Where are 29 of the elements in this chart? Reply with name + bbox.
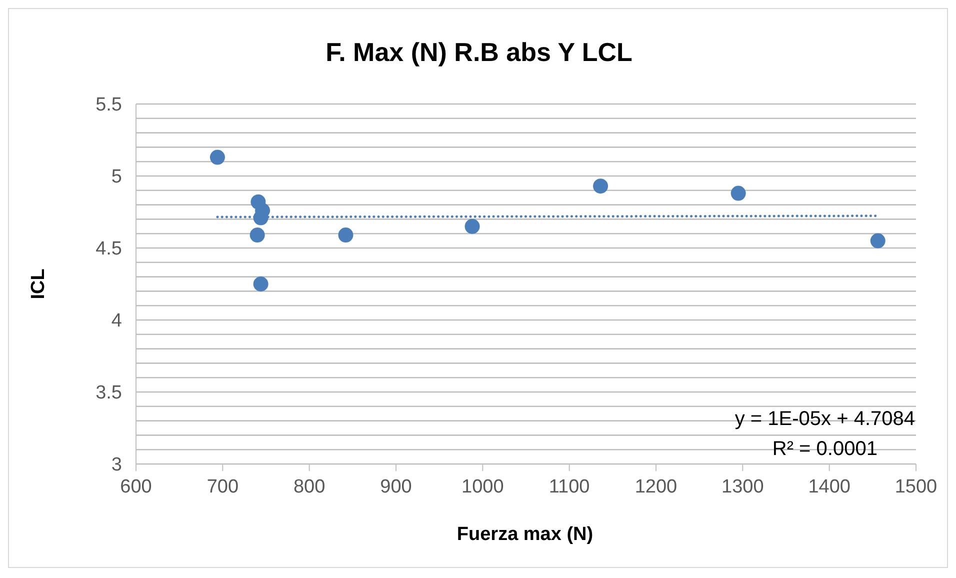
y-tick-label: 3 [111,454,122,476]
point [338,228,354,243]
point [730,186,746,201]
point [593,178,608,194]
x-tick-label: 900 [380,476,412,498]
y-tick-label: 4.5 [96,238,122,260]
x-tick-label: 700 [206,476,239,498]
x-tick-label: 1500 [894,476,938,498]
x-tick-label: 1200 [634,476,678,498]
annotation: R² = 0.0001 [771,437,878,462]
y-axis-title: ICL [28,268,50,300]
y-tick-label: 5 [111,166,122,188]
y-tick-label: 5.5 [96,94,122,116]
x-tick-label: 1300 [722,476,764,498]
y-tick-label: 4 [111,310,122,332]
point [464,218,480,234]
point [210,150,225,165]
x-tick-label: 600 [120,476,152,498]
x-tick-label: 1400 [808,476,850,498]
chart-title: F. Max (N) R.B abs Y LCL [324,37,634,68]
point [870,233,886,248]
y-tick-label: 3.5 [96,382,122,404]
x-tick-label: 1100 [548,476,590,498]
point [253,276,268,292]
point [250,228,265,243]
x-tick-label: 1000 [462,476,504,498]
annotation: y = 1E-05x + 4.7084 [734,407,915,432]
x-tick-label: 800 [293,476,326,498]
x-axis-title: Fuerza max (N) [456,524,594,546]
